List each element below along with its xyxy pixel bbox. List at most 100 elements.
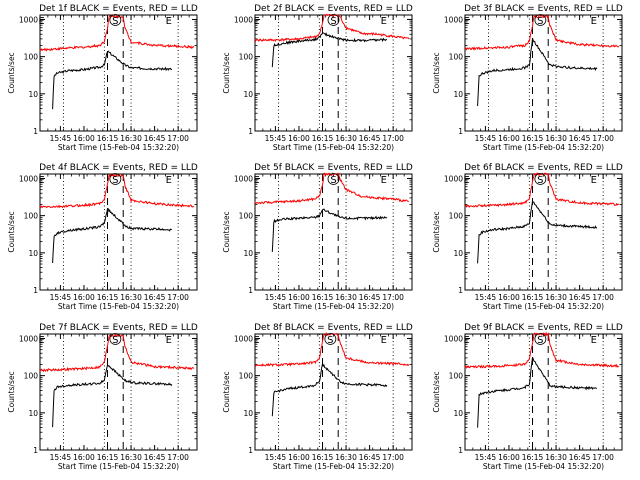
y-tick-label: 1000 [444,15,463,24]
marker-s: S [537,16,543,27]
x-tick-label: 16:30 [545,453,567,462]
y-tick-label: 10 [243,249,253,258]
y-tick-label: 1000 [444,334,463,343]
x-tick-label: 17:00 [592,293,614,302]
y-tick-label: 1 [33,127,38,136]
marker-e: E [38,335,44,346]
x-tick-label: 16:45 [144,453,166,462]
x-tick-label: 16:00 [73,453,95,462]
y-tick-label: 1 [248,286,253,295]
marker-s-circle [534,173,547,185]
y-tick-label: 1 [33,446,38,455]
x-tick-label: 16:30 [335,134,357,143]
x-tick-label: 15:45 [475,134,497,143]
x-tick-label: 16:15 [97,453,119,462]
x-axis-label: Start Time (15-Feb-04 15:32:20) [58,302,179,311]
y-tick-label: 10 [243,409,253,418]
x-tick-label: 16:00 [498,293,520,302]
x-tick-label: 15:45 [50,134,72,143]
y-tick-label: 10 [453,409,463,418]
marker-e: E [591,175,597,186]
events-series-line [477,356,598,428]
marker-s: S [330,175,336,186]
events-series-line [271,32,387,68]
x-tick-label: 16:30 [120,134,142,143]
x-tick-label: 16:00 [498,134,520,143]
x-axis-label: Start Time (15-Feb-04 15:32:20) [483,143,604,152]
chart-title: Det 3f BLACK = Events, RED = LLD [464,4,623,14]
x-tick-label: 16:15 [522,293,544,302]
x-tick-label: 15:45 [265,134,287,143]
lld-series-line [254,13,410,42]
y-tick-label: 100 [449,372,464,381]
y-tick-label: 1000 [19,15,38,24]
marker-s-circle [534,333,547,345]
y-tick-label: 10 [28,90,38,99]
x-tick-label: 16:30 [545,293,567,302]
x-tick-label: 16:15 [522,453,544,462]
x-tick-label: 16:45 [144,293,166,302]
x-tick-label: 16:00 [288,453,310,462]
y-tick-label: 100 [239,53,254,62]
y-tick-label: 1000 [234,334,253,343]
y-axis-label: Counts/sec [432,211,441,252]
y-tick-label: 10 [243,90,253,99]
x-tick-label: 16:30 [120,453,142,462]
marker-e: E [591,16,597,27]
marker-e: E [253,16,259,27]
x-tick-label: 17:00 [592,453,614,462]
x-tick-label: 15:45 [50,293,72,302]
x-tick-label: 15:45 [475,453,497,462]
marker-s-circle [327,14,340,26]
y-axis-label: Counts/sec [7,371,16,412]
lld-series-line [39,333,195,373]
marker-s: S [330,16,336,27]
x-tick-label: 16:00 [288,293,310,302]
y-tick-label: 1000 [444,174,463,183]
y-tick-label: 1 [248,446,253,455]
marker-e: E [166,175,172,186]
y-axis-label: Counts/sec [432,371,441,412]
marker-s-circle [327,173,340,185]
marker-e: E [381,335,387,346]
x-tick-label: 16:30 [545,134,567,143]
chart-title: Det 2f BLACK = Events, RED = LLD [254,4,413,14]
y-axis-label: Counts/sec [7,52,16,93]
y-tick-label: 100 [24,53,39,62]
lld-series-line [464,331,620,369]
x-tick-label: 17:00 [592,134,614,143]
y-tick-label: 1 [248,127,253,136]
lld-series-line [464,14,620,51]
marker-e: E [253,175,259,186]
x-tick-label: 17:00 [167,134,189,143]
x-axis-label: Start Time (15-Feb-04 15:32:20) [483,302,604,311]
y-tick-label: 100 [24,372,39,381]
events-series-line [271,208,388,253]
chart-title: Det 7f BLACK = Events, RED = LLD [39,323,198,333]
y-axis-label: Counts/sec [432,52,441,93]
marker-e: E [381,16,387,27]
x-tick-label: 16:00 [288,134,310,143]
x-tick-label: 16:15 [312,453,334,462]
y-tick-label: 100 [24,212,39,221]
x-axis-label: Start Time (15-Feb-04 15:32:20) [273,143,394,152]
x-axis-label: Start Time (15-Feb-04 15:32:20) [273,462,394,471]
events-series-line [477,37,598,107]
x-tick-label: 17:00 [167,453,189,462]
marker-e: E [166,335,172,346]
marker-s-circle [109,173,122,185]
x-tick-label: 15:45 [265,293,287,302]
marker-s-circle [534,14,547,26]
chart-title: Det 6f BLACK = Events, RED = LLD [464,163,623,173]
y-tick-label: 1 [458,286,463,295]
x-tick-label: 16:00 [73,134,95,143]
x-tick-label: 16:15 [97,134,119,143]
marker-s: S [327,335,333,346]
x-tick-label: 15:45 [265,453,287,462]
y-tick-label: 1 [458,446,463,455]
x-tick-label: 16:30 [335,453,357,462]
x-tick-label: 17:00 [167,293,189,302]
x-tick-label: 16:00 [73,293,95,302]
x-tick-label: 16:45 [359,453,381,462]
